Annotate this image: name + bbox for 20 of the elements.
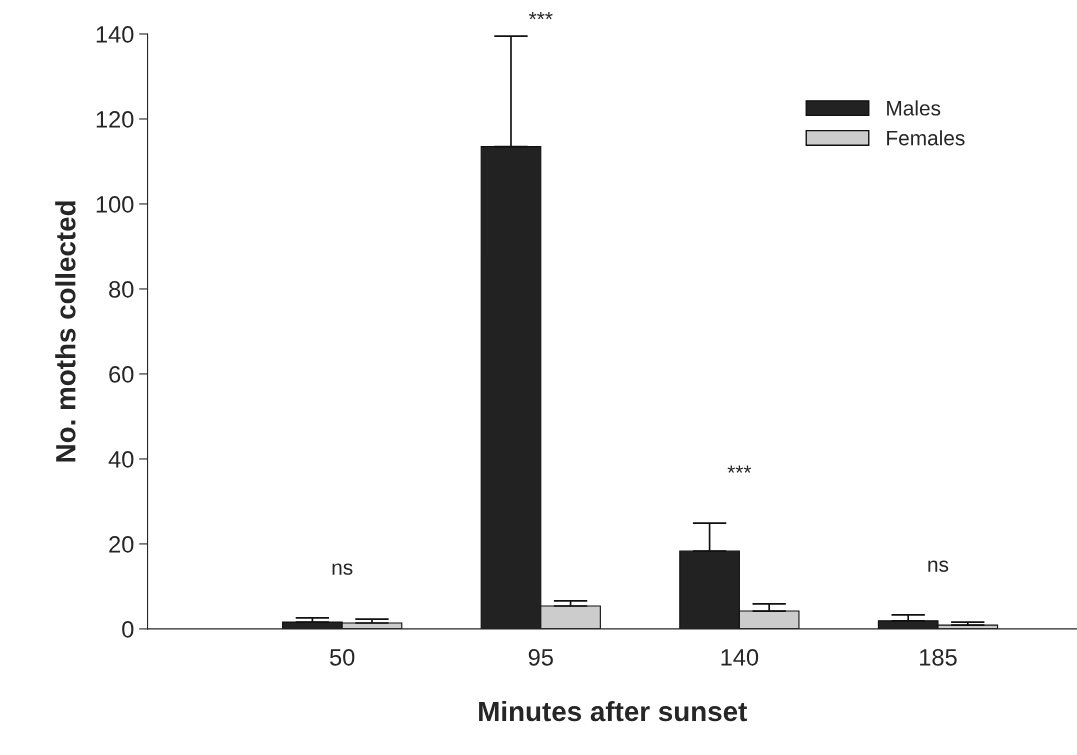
y-tick-label: 20 [109,535,134,553]
annotation: ns [928,560,949,572]
text: *** [528,11,553,20]
legend-label: Females [887,130,965,146]
x-tick-label: 50 [329,648,355,666]
y-tick-label: 40 [108,451,134,468]
x-axis-title: Minutes after sunset [479,700,747,722]
x-tick-label: 95 [528,648,553,666]
x-tick-label: 140 [721,648,759,666]
y-axis-title: No. moths collected [55,201,76,462]
y-tick-label: 120 [96,111,134,128]
y-tick-label: 140 [96,26,134,43]
annotation: ns [332,563,353,575]
y-tick-label: 0 [122,620,134,638]
y-tick-label: 60 [109,366,134,383]
legend-label: Males [887,100,941,116]
annotation: *** [727,465,752,473]
y-tick-label: 100 [96,196,134,213]
x-tick-label: 185 [920,648,957,666]
y-tick-label: 80 [109,281,134,298]
